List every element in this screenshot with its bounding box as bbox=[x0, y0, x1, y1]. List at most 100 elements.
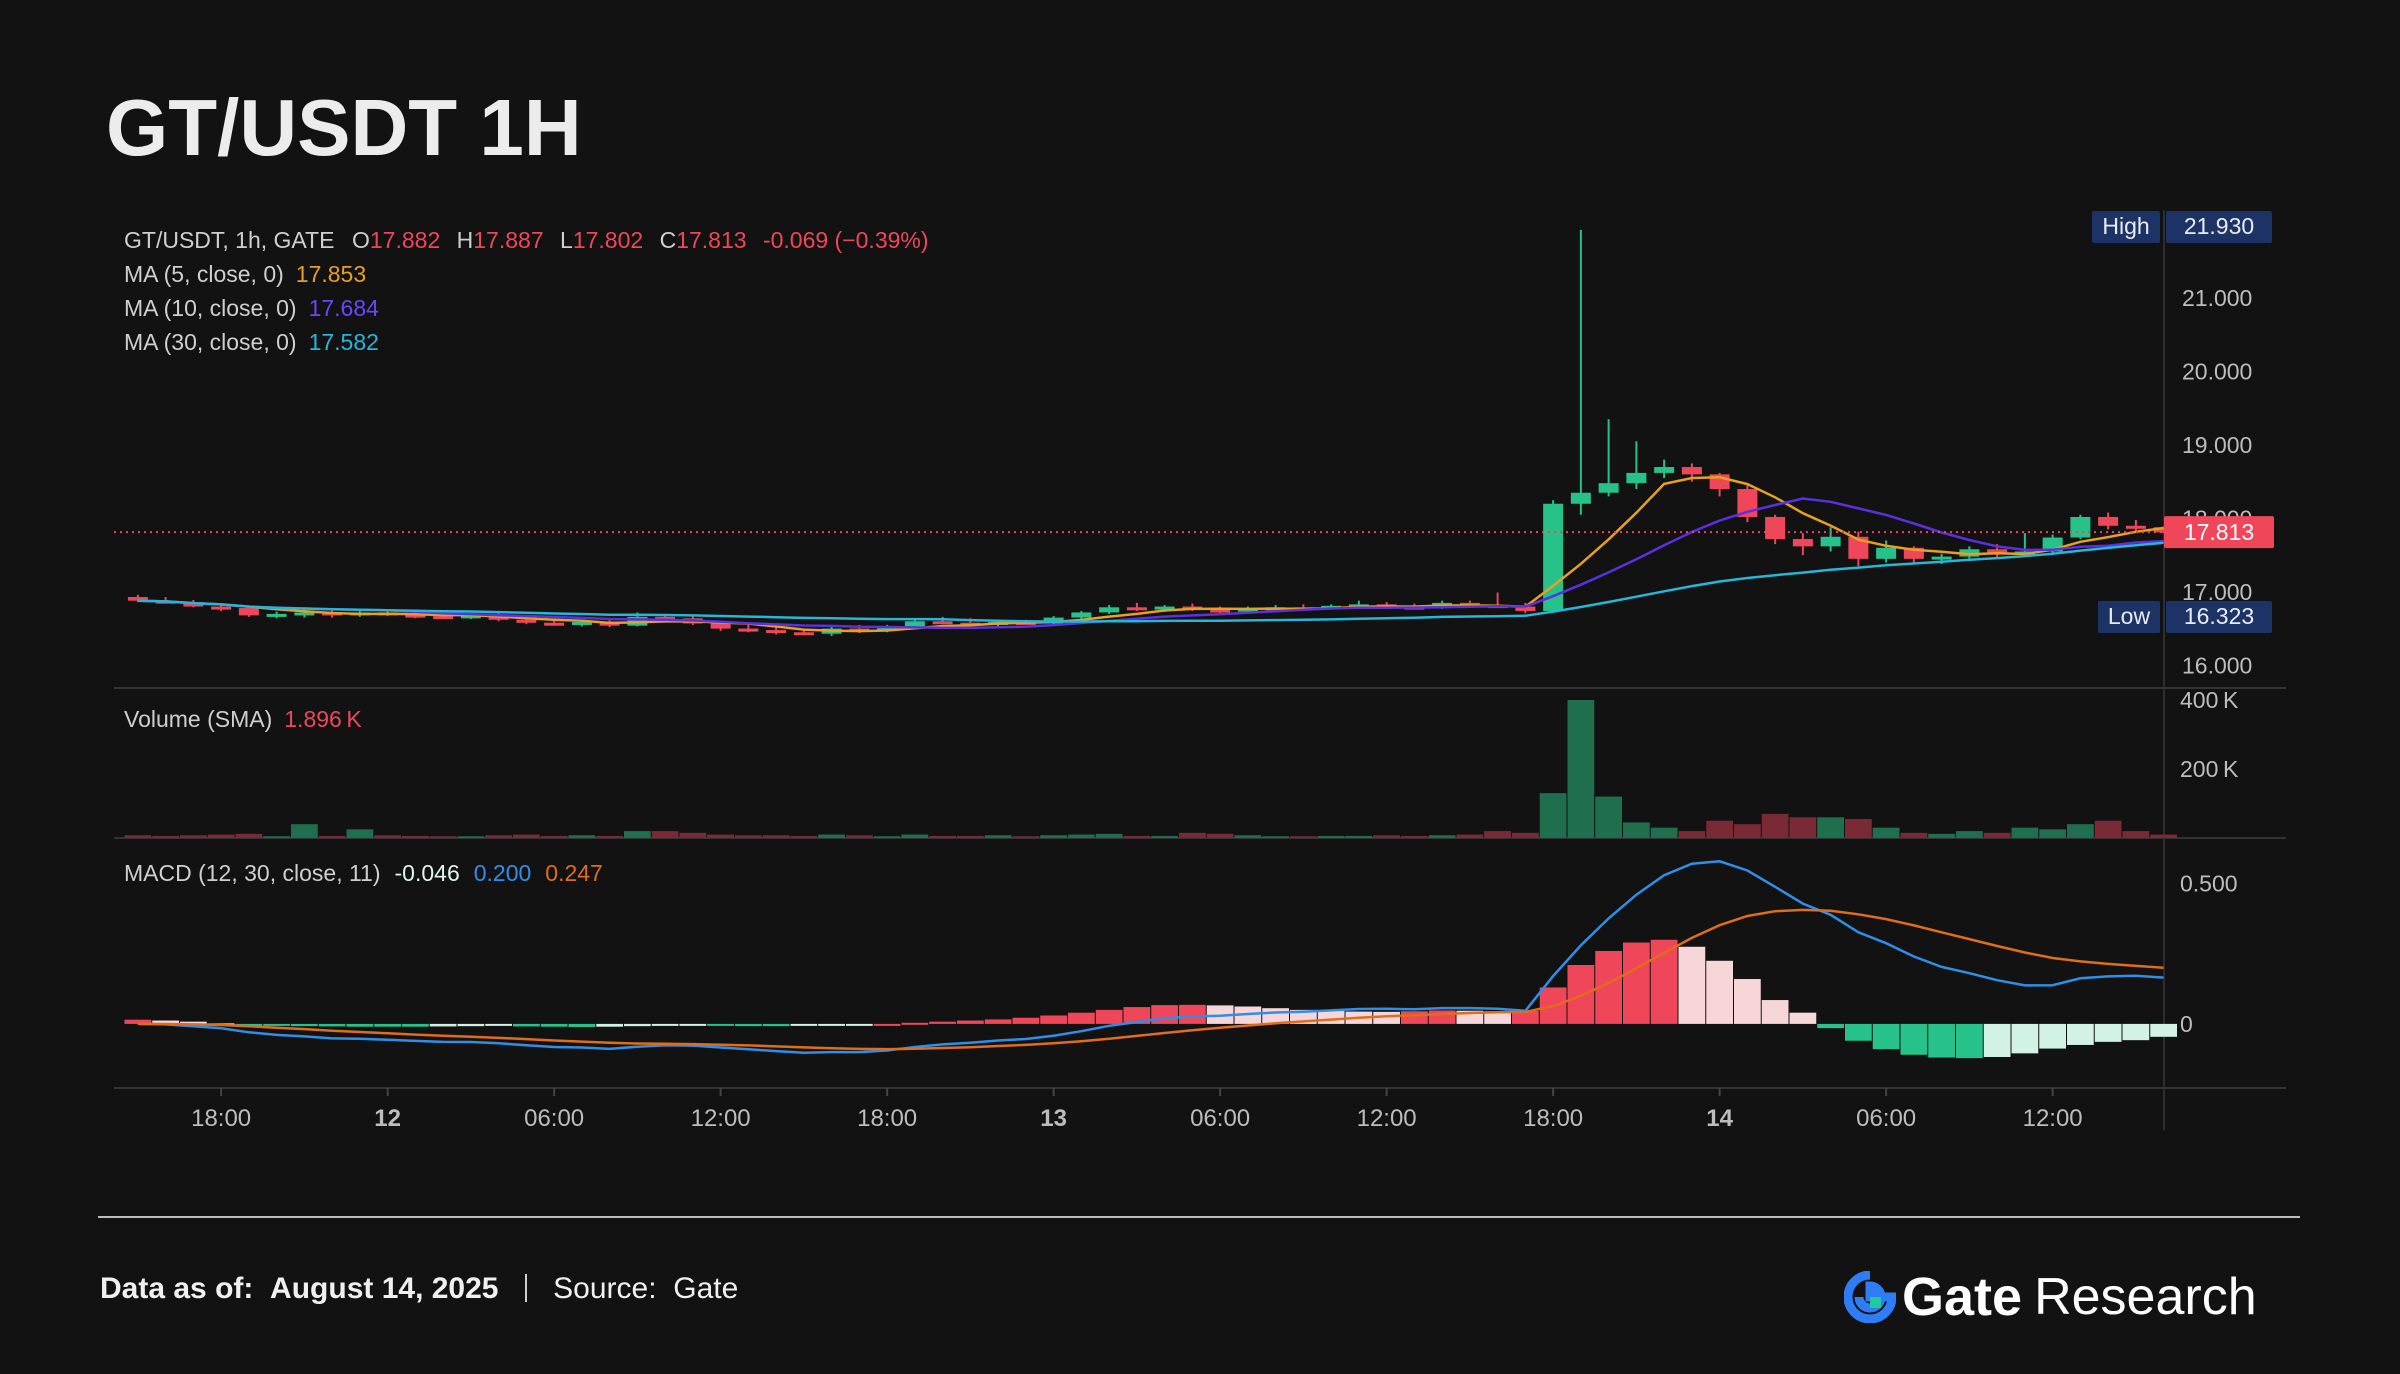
candle-body bbox=[2098, 516, 2119, 526]
volume-bar bbox=[540, 835, 568, 838]
candle-body bbox=[238, 608, 259, 616]
volume-bar bbox=[124, 835, 152, 838]
candle-body bbox=[904, 621, 925, 628]
brand-logo: Gate Research bbox=[1844, 1262, 2257, 1332]
volume-bar bbox=[1983, 832, 2011, 838]
volume-bar bbox=[1068, 834, 1095, 838]
candle-body bbox=[2070, 516, 2091, 538]
volume-bar bbox=[1373, 835, 1400, 838]
macd-histogram-bar bbox=[624, 1023, 651, 1027]
candle-body bbox=[405, 614, 426, 618]
macd-histogram-bar bbox=[1151, 1005, 1178, 1024]
candle-body bbox=[738, 628, 759, 632]
volume-bar bbox=[263, 836, 290, 838]
volume-bar bbox=[1345, 835, 1373, 838]
low-label-badge bbox=[2098, 601, 2160, 633]
candle-body bbox=[1765, 516, 1786, 539]
macd-histogram-bar bbox=[707, 1023, 734, 1026]
volume-bar bbox=[1012, 836, 1040, 838]
volume-bar bbox=[735, 835, 762, 838]
last-price-badge bbox=[2164, 516, 2274, 549]
volume-bar bbox=[762, 835, 790, 838]
macd-histogram-bar bbox=[429, 1023, 457, 1027]
time-tick-label: 12:00 bbox=[1357, 1105, 1417, 1132]
volume-bar bbox=[1872, 827, 1900, 838]
legend-macd-hist: -0.046 bbox=[395, 860, 460, 886]
svg-text:Volume (SMA)1.896 K: Volume (SMA) 1.896 K bbox=[124, 706, 362, 732]
candle-body bbox=[1959, 549, 1980, 557]
volume-bar bbox=[402, 835, 429, 838]
macd-histogram-bar bbox=[1706, 960, 1733, 1024]
macd-histogram-bar bbox=[1068, 1012, 1095, 1024]
macd-histogram-bar bbox=[402, 1023, 429, 1027]
legend-close: 17.813 bbox=[676, 227, 746, 253]
price-tick-label: 21.000 bbox=[2182, 285, 2252, 311]
candle-body bbox=[1931, 556, 1952, 560]
candle-body bbox=[1598, 483, 1619, 493]
macd-histogram-bar bbox=[2094, 1023, 2122, 1042]
volume-bar bbox=[485, 835, 512, 838]
time-tick-label: 12:00 bbox=[691, 1105, 751, 1132]
macd-histogram-bar bbox=[318, 1023, 346, 1027]
volume-bar bbox=[291, 824, 318, 838]
candle-body bbox=[793, 632, 814, 636]
volume-bar bbox=[2039, 829, 2066, 838]
volume-bar bbox=[679, 832, 707, 838]
macd-histogram-bar bbox=[1179, 1004, 1206, 1024]
legend-high: 17.887 bbox=[473, 227, 543, 253]
legend-macd-line: 0.200 bbox=[474, 860, 532, 886]
macd-histogram-bar bbox=[1678, 946, 1706, 1024]
macd-histogram-bar bbox=[818, 1023, 845, 1026]
candle-body bbox=[544, 622, 565, 626]
macd-histogram-bar bbox=[1123, 1007, 1151, 1024]
candle-body bbox=[1792, 539, 1813, 547]
candle-body bbox=[655, 616, 676, 620]
volume-bar bbox=[624, 831, 651, 838]
legend-symbol: GT/USDT, 1h, GATE bbox=[124, 227, 334, 253]
macd-histogram-bar bbox=[124, 1019, 152, 1024]
volume-bar bbox=[152, 835, 179, 838]
volume-bar bbox=[1401, 835, 1428, 838]
candle-body bbox=[766, 630, 787, 634]
volume-bar bbox=[457, 836, 485, 838]
time-tick-label: 06:00 bbox=[1190, 1105, 1250, 1132]
volume-bar bbox=[1040, 835, 1067, 838]
source-label: Source: bbox=[553, 1272, 657, 1305]
volume-bar bbox=[873, 836, 901, 838]
volume-bar bbox=[568, 835, 596, 838]
macd-histogram-bar bbox=[762, 1023, 790, 1027]
macd-histogram-bar bbox=[1095, 1009, 1123, 1024]
volume-bar bbox=[1734, 824, 1761, 838]
macd-histogram-bar bbox=[651, 1023, 679, 1026]
volume-bar bbox=[1151, 835, 1178, 838]
macd-histogram-bar bbox=[901, 1022, 929, 1025]
svg-text:MA (5, close, 0)17.853: MA (5, close, 0) 17.853 bbox=[124, 261, 366, 287]
legend-close-label: C bbox=[660, 227, 677, 253]
macd-histogram-bar bbox=[291, 1023, 318, 1027]
date-label: Data as of: bbox=[100, 1272, 254, 1305]
candle-body bbox=[460, 615, 481, 619]
volume-bar bbox=[1123, 835, 1151, 838]
macd-histogram-bar bbox=[957, 1020, 984, 1024]
candle-body bbox=[1681, 467, 1702, 475]
macd-tick-label: 0.500 bbox=[2180, 871, 2238, 897]
volume-bar bbox=[346, 829, 374, 838]
candle-body bbox=[1543, 503, 1564, 611]
candle-body bbox=[1654, 467, 1675, 473]
volume-bar bbox=[1845, 819, 1872, 838]
macd-histogram-bar bbox=[596, 1023, 623, 1027]
legend-low: 17.802 bbox=[573, 227, 643, 253]
legend-open: 17.882 bbox=[370, 227, 440, 253]
macd-tick-label: 0 bbox=[2180, 1011, 2193, 1037]
macd-histogram-bar bbox=[1817, 1023, 1844, 1029]
candle-body bbox=[1820, 536, 1841, 547]
volume-bar bbox=[790, 835, 818, 838]
time-tick-label: 06:00 bbox=[524, 1105, 584, 1132]
high-label: High bbox=[2102, 213, 2149, 239]
volume-bar bbox=[1539, 793, 1567, 838]
candle-body bbox=[294, 612, 315, 616]
footer-meta: Data as of: August 14, 2025 Source: Gate bbox=[100, 1272, 738, 1306]
svg-text:MACD (12, 30, close, 11)-0.046: MACD (12, 30, close, 11) -0.046 0.200 0.247 bbox=[124, 860, 603, 886]
macd-histogram-bar bbox=[1012, 1017, 1040, 1024]
